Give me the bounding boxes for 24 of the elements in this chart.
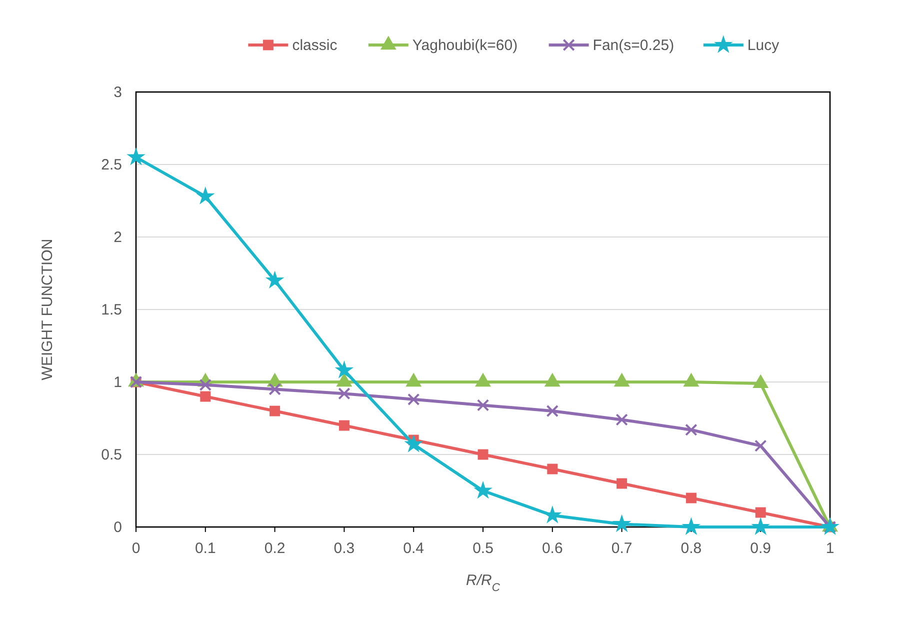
x-tick-label: 0.8 bbox=[680, 540, 702, 557]
y-axis-title: WEIGHT FUNCTION bbox=[39, 238, 56, 380]
x-tick-label: 0.3 bbox=[334, 540, 355, 557]
y-tick-label: 1.5 bbox=[101, 302, 122, 318]
x-tick-label: 1 bbox=[826, 540, 834, 557]
x-tick-label: 0 bbox=[132, 540, 140, 557]
y-tick-label: 3 bbox=[114, 84, 122, 101]
legend-label: Lucy bbox=[747, 37, 780, 54]
y-tick-label: 1 bbox=[114, 374, 122, 391]
legend-label: Fan(s=0.25) bbox=[592, 37, 674, 54]
y-tick-label: 2 bbox=[114, 229, 122, 246]
y-tick-label: 0 bbox=[114, 519, 122, 536]
x-tick-label: 0.5 bbox=[472, 540, 494, 557]
x-tick-label: 0.7 bbox=[611, 540, 632, 557]
legend-label: classic bbox=[292, 37, 338, 54]
y-tick-label: 0.5 bbox=[101, 446, 122, 464]
x-tick-label: 0.4 bbox=[403, 540, 424, 557]
x-tick-label: 0.6 bbox=[542, 540, 563, 557]
x-tick-label: 0.9 bbox=[750, 540, 772, 557]
legend-label: Yaghoubi(k=60) bbox=[412, 37, 518, 54]
x-axis-title: R/R$_{C}$ bbox=[466, 572, 501, 594]
x-tick-label: 0.1 bbox=[194, 540, 216, 557]
y-tick-label: 2.5 bbox=[101, 156, 122, 174]
x-tick-label: 0.2 bbox=[264, 540, 286, 557]
